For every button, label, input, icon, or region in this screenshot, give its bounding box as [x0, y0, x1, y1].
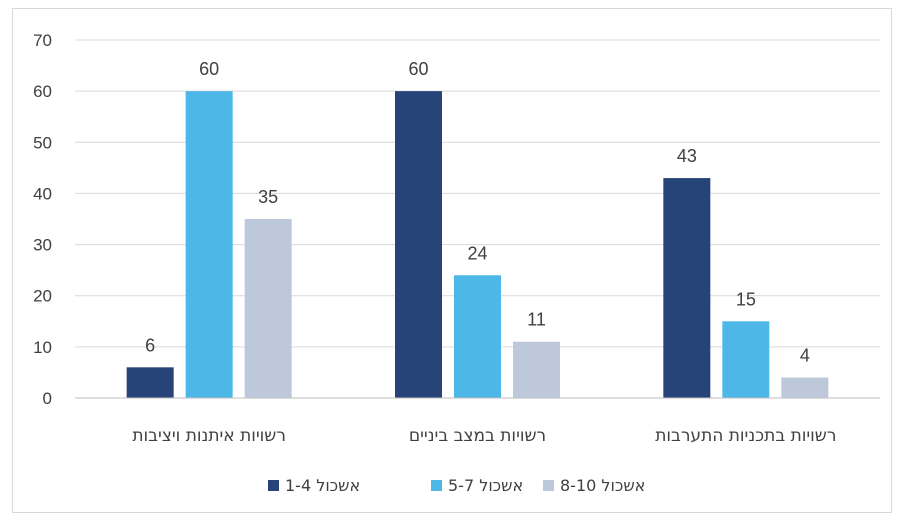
- bar: [722, 321, 770, 398]
- bar: [185, 91, 233, 399]
- bar: [395, 91, 442, 399]
- legend-label: אשכול 5-7: [448, 476, 523, 495]
- category-label: רשויות איתנות ויציבות: [132, 426, 286, 446]
- data-label: 4: [800, 346, 810, 366]
- bar: [781, 377, 829, 398]
- y-tick-label: 70: [33, 31, 52, 50]
- data-label: 11: [527, 310, 546, 330]
- y-tick-label: 40: [33, 184, 52, 203]
- legend-swatch: [543, 480, 554, 491]
- data-label: 15: [736, 289, 756, 309]
- legend-swatch: [268, 480, 279, 491]
- bar: [663, 178, 711, 398]
- y-tick-label: 30: [33, 236, 52, 255]
- y-tick-label: 0: [43, 389, 52, 408]
- bar: [513, 341, 560, 398]
- data-label: 24: [467, 243, 487, 263]
- y-tick-label: 50: [33, 133, 52, 152]
- data-label: 43: [677, 146, 697, 166]
- category-label: רשויות בתכניות התערבות: [655, 426, 836, 446]
- chart-frame: [12, 8, 892, 513]
- bar: [454, 275, 501, 398]
- bar: [126, 367, 174, 398]
- y-tick-label: 60: [33, 82, 52, 101]
- y-tick-label: 10: [33, 338, 52, 357]
- y-tick-label: 20: [33, 287, 52, 306]
- category-label: רשויות במצב ביניים: [409, 426, 546, 446]
- legend-swatch: [431, 480, 442, 491]
- bar: [244, 219, 292, 398]
- data-label: 6: [145, 335, 155, 355]
- legend-label: אשכול 1-4: [285, 476, 360, 495]
- legend-label: אשכול 8-10: [560, 476, 645, 495]
- data-label: 60: [199, 59, 219, 79]
- data-label: 60: [408, 59, 428, 79]
- data-label: 35: [258, 187, 278, 207]
